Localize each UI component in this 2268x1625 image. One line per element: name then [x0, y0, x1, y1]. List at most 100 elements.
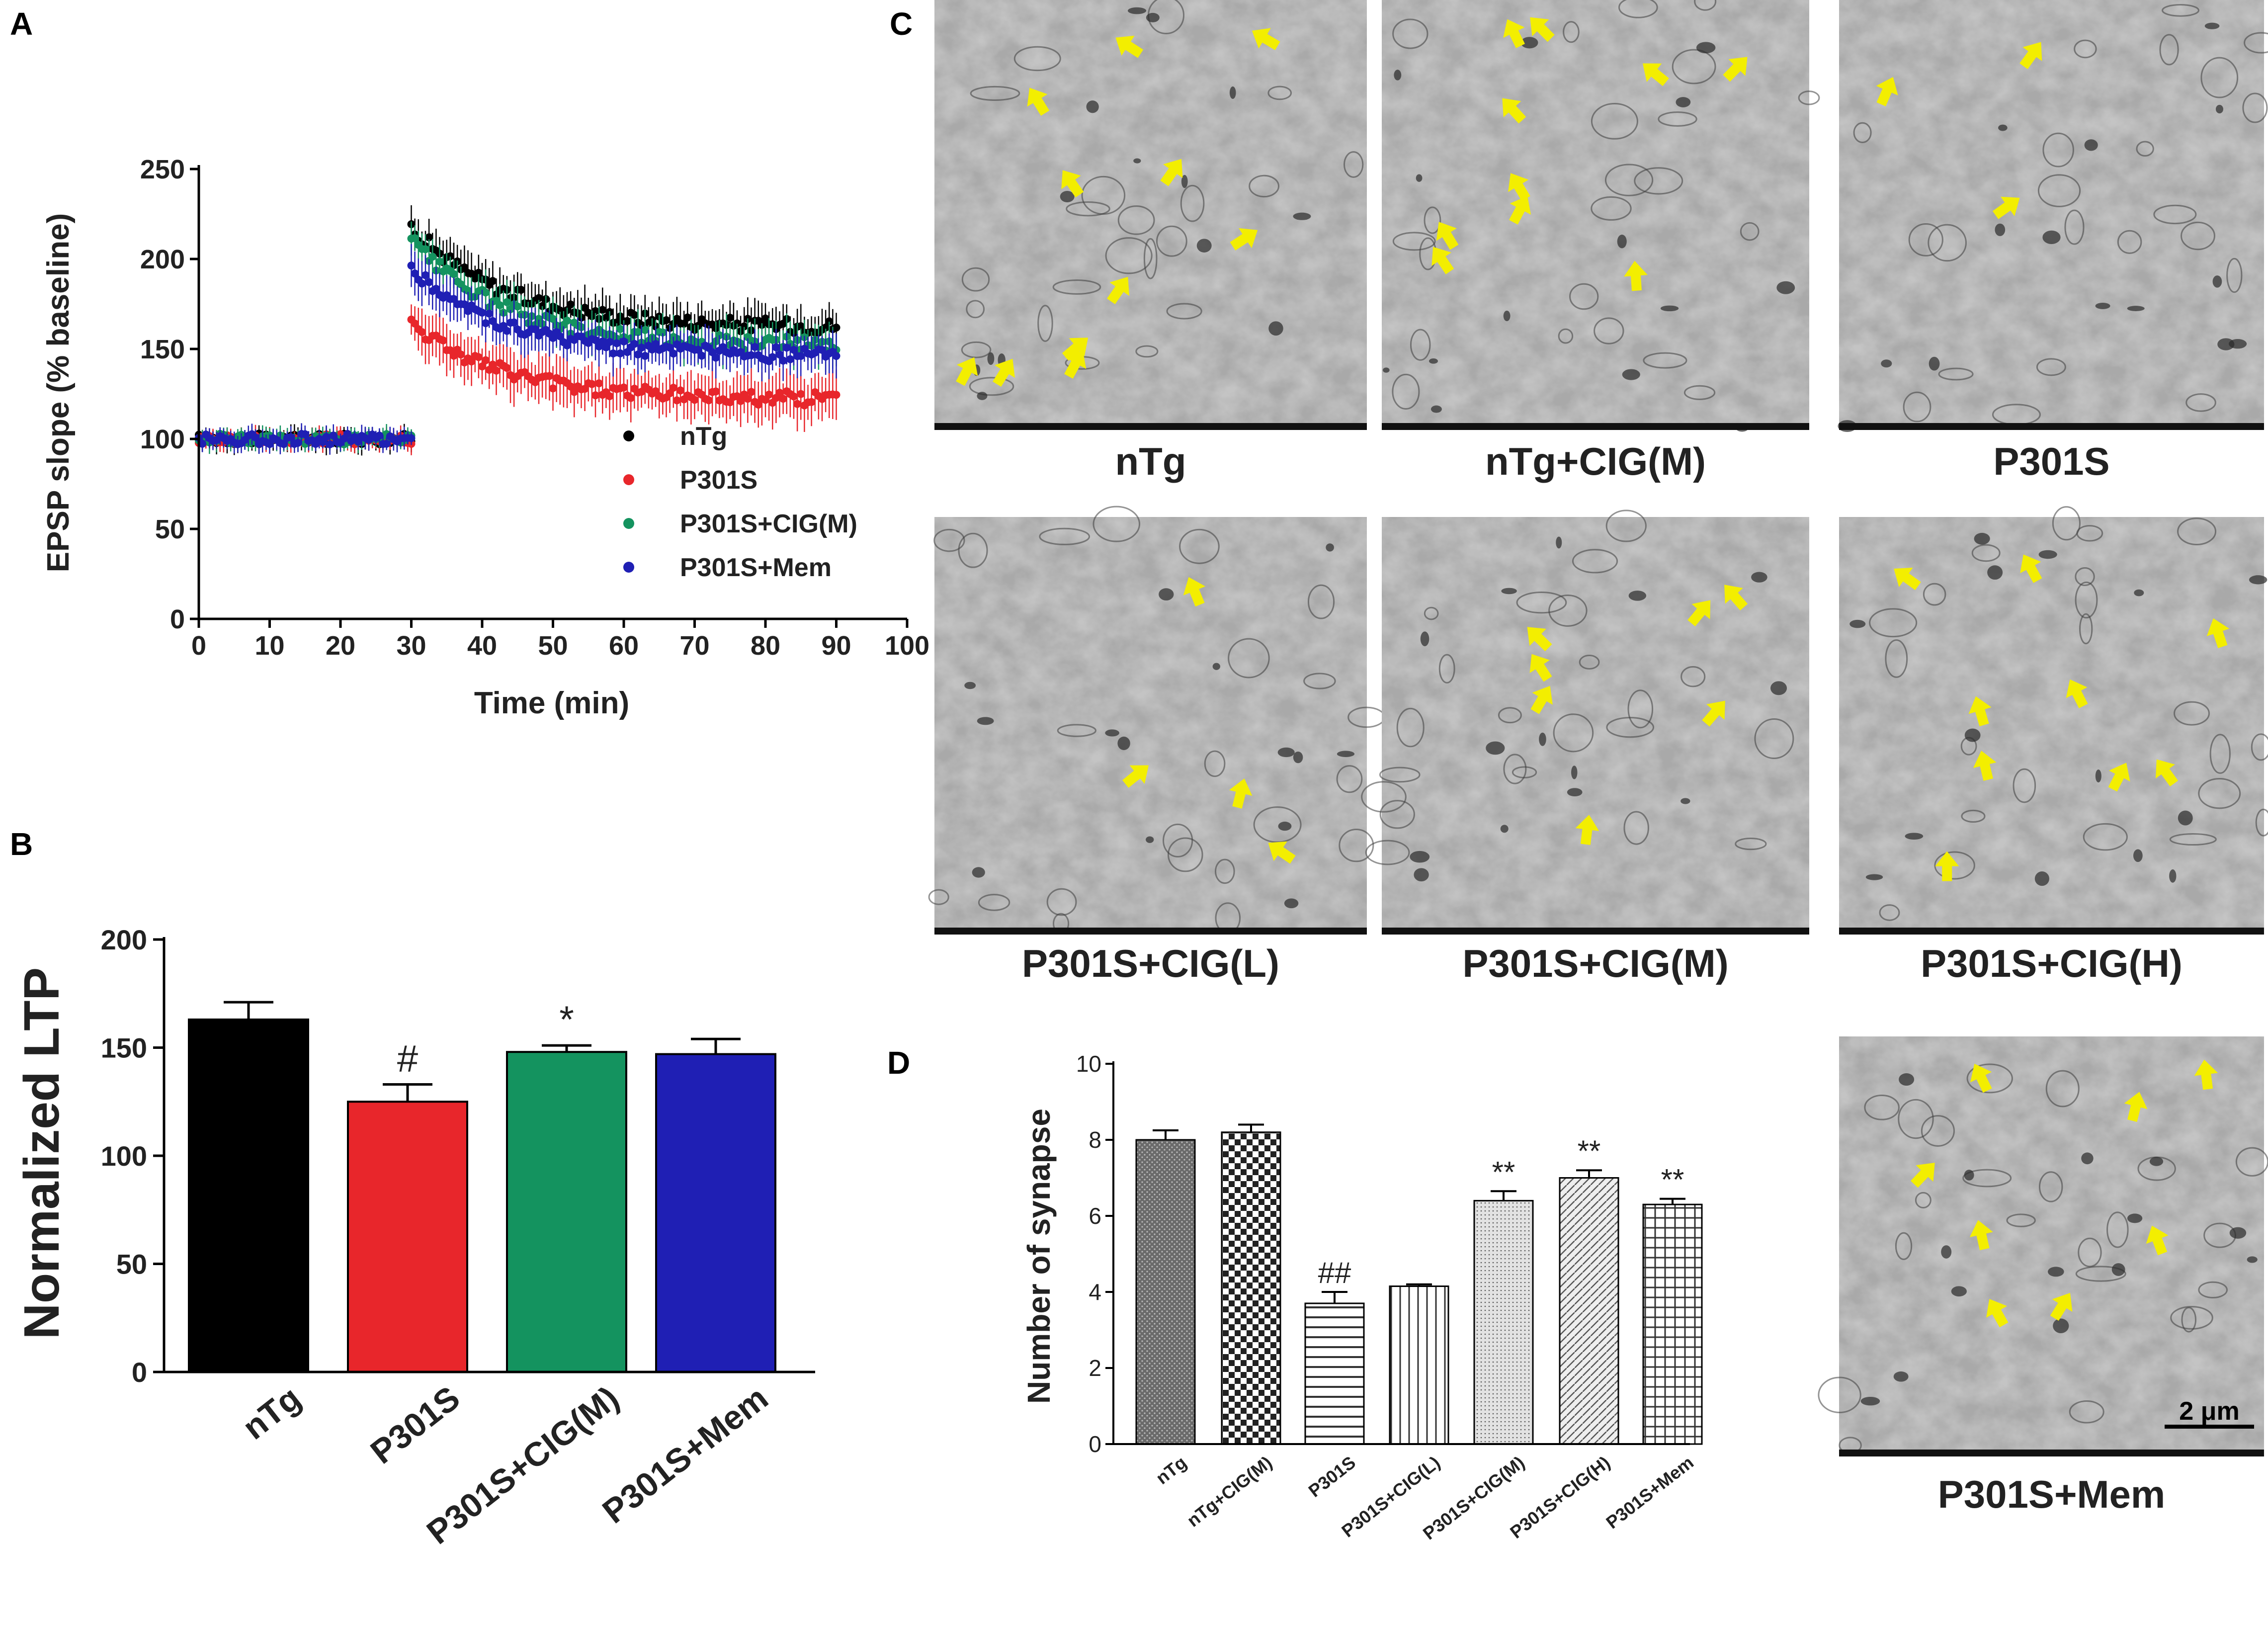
chart-a-point	[822, 323, 830, 332]
chart-a-point	[563, 317, 571, 325]
synapse-density	[2249, 575, 2268, 585]
micrograph-label: P301S+CIG(H)	[1921, 941, 2183, 985]
organelle	[2074, 39, 2097, 59]
chart-a-point	[489, 360, 497, 369]
organelle	[966, 300, 985, 319]
organelle	[1623, 811, 1649, 845]
micrograph-bottom-bar	[1839, 423, 2264, 430]
legend-label: P301S	[680, 466, 757, 495]
chart-a-point	[343, 429, 352, 438]
micrograph-panel: P301S+CIG(L)	[928, 506, 1386, 985]
organelle	[1572, 549, 1618, 574]
synapse-arrow-icon	[1183, 577, 1206, 607]
organelle	[1594, 317, 1624, 344]
panel-letter-a: A	[10, 6, 33, 42]
organelle	[1694, 0, 1717, 11]
micrograph-image	[934, 517, 1367, 935]
synapse-density	[2212, 275, 2222, 288]
organelle	[1898, 1099, 1934, 1139]
legend-marker	[623, 474, 634, 485]
organelle	[1895, 1232, 1913, 1260]
synapse-arrow-icon	[2206, 618, 2230, 648]
synapse-density	[1696, 42, 1716, 54]
chart-a-point	[421, 245, 429, 254]
synapse-density	[1277, 747, 1295, 758]
chart-b-axes: 0 50 100 150 200	[101, 924, 815, 1388]
synapse-arrow-icon	[1642, 63, 1669, 86]
organelle	[1180, 184, 1205, 222]
chart-a-x-tick-label: 100	[885, 631, 929, 661]
synapse-density	[1486, 741, 1505, 755]
synapse-arrow-icon	[1702, 700, 1725, 727]
chart-a-point	[605, 338, 614, 346]
organelle	[1228, 638, 1270, 679]
chart-d-axes: 0 2 4 6 8 10	[1076, 1051, 1690, 1457]
organelle	[2075, 567, 2095, 587]
synapse-arrow-icon	[1502, 98, 1526, 124]
organelle	[2045, 1070, 2080, 1108]
organelle	[1336, 765, 1363, 793]
chart-a-point	[450, 351, 458, 360]
micrograph-panel: P301S	[1838, 0, 2268, 483]
micrograph-label: P301S	[1993, 439, 2109, 483]
organelle	[961, 267, 990, 292]
synapse-density	[1105, 729, 1119, 737]
chart-a-point	[598, 306, 607, 314]
chart-a-point	[411, 319, 419, 328]
synapse-density	[1086, 100, 1099, 113]
chart-a-point	[485, 309, 494, 318]
chart-d-y-tick-label: 8	[1089, 1127, 1101, 1153]
synapse-arrow-icon	[1431, 247, 1454, 274]
chart-a-y-tick-label: 200	[140, 245, 185, 274]
micrograph-image	[1839, 1036, 2264, 1456]
chart-a-point	[322, 432, 331, 441]
synapse-arrow-icon	[1115, 35, 1144, 58]
synapse-density	[2053, 1318, 2069, 1333]
organelle	[2106, 1211, 2129, 1248]
organelle	[1344, 151, 1364, 178]
organelle	[2251, 733, 2268, 761]
chart-a-point	[375, 431, 384, 440]
chart-a-point	[666, 343, 674, 352]
synapse-density	[1995, 223, 2006, 236]
micrograph-label: nTg	[1115, 439, 1186, 483]
synapse-arrow-icon	[2146, 1225, 2169, 1256]
chart-a-point	[694, 345, 702, 354]
chart-a-x-tick-label: 90	[821, 631, 851, 661]
chart-b-significance: #	[397, 1037, 418, 1080]
chart-a-point	[662, 316, 671, 325]
organelle	[1558, 328, 1574, 344]
synapse-density	[1159, 588, 1174, 601]
chart-a-point	[482, 319, 490, 328]
organelle	[2079, 613, 2093, 645]
chart-a-point	[680, 320, 688, 328]
chart-a-point	[740, 322, 749, 331]
synapse-density	[1941, 1245, 1952, 1259]
organelle	[1903, 391, 1932, 423]
chart-a-point	[545, 372, 554, 380]
synapse-arrow-icon	[1503, 19, 1525, 48]
organelle	[2038, 1171, 2063, 1202]
chart-d-bar	[1473, 1199, 1534, 1445]
chart-a-y-tick-label: 50	[155, 514, 185, 544]
micrograph-bottom-bar	[1382, 928, 1809, 935]
chart-d-significance: **	[1492, 1155, 1515, 1189]
organelle	[1618, 0, 1658, 18]
organelle	[1735, 838, 1767, 851]
chart-a-point	[747, 351, 756, 359]
chart-a-point	[652, 340, 660, 348]
organelle	[1410, 329, 1431, 361]
organelle	[2200, 57, 2239, 98]
micrograph-panel: nTg	[934, 0, 1367, 483]
synapse-arrow-icon	[1529, 654, 1552, 682]
chart-b-bar	[655, 1053, 776, 1373]
chart-a-point	[676, 386, 684, 395]
chart-a-point	[697, 351, 706, 360]
chart-b-y-tick-label: 0	[132, 1357, 147, 1388]
chart-d-category-label: nTg	[1152, 1452, 1190, 1488]
synapse-arrow-icon	[2019, 42, 2042, 70]
organelle	[2174, 701, 2210, 726]
chart-a-point	[775, 388, 784, 397]
chart-a-point	[489, 277, 497, 285]
synapse-density	[977, 717, 994, 725]
